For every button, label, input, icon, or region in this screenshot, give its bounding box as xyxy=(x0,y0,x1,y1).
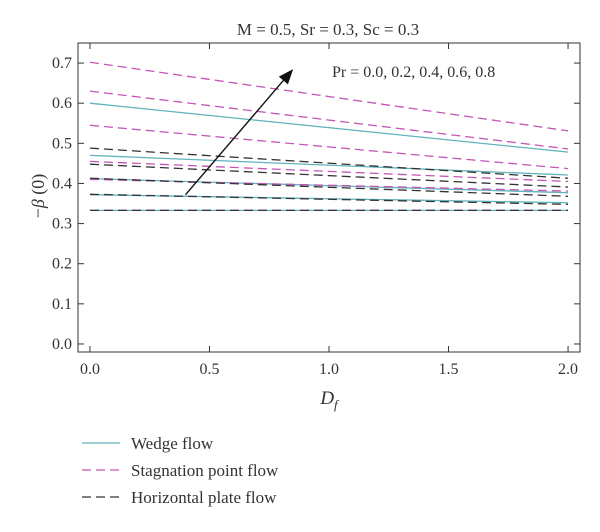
plot-frame xyxy=(77,42,581,353)
x-tick-label: 1.0 xyxy=(319,361,339,378)
y-tick-label: 0.1 xyxy=(52,296,72,313)
series-line-stagnation-point-flow-3 xyxy=(89,124,569,170)
x-axis-label-subscript: f xyxy=(334,397,340,412)
x-axis-label-main: D xyxy=(319,388,334,409)
legend-label: Wedge flow xyxy=(131,434,214,453)
series-line-wedge-flow-3 xyxy=(89,154,569,176)
y-axis-label-symbol: β xyxy=(28,199,48,209)
y-tick-label: 0.3 xyxy=(52,216,72,233)
chart-title: M = 0.5, Sr = 0.3, Sc = 0.3 xyxy=(237,20,419,39)
series-line-horizontal-plate-flow-1 xyxy=(89,193,569,205)
x-tick-label: 0.5 xyxy=(199,361,219,378)
x-tick-label: 2.0 xyxy=(558,361,578,378)
y-tick-label: 0.4 xyxy=(52,175,72,192)
y-axis-label-prefix: − xyxy=(28,208,48,218)
legend-label: Stagnation point flow xyxy=(131,461,279,480)
series-line-stagnation-point-flow-5 xyxy=(89,61,569,132)
legend-label: Horizontal plate flow xyxy=(131,488,277,507)
axis-ticks: 0.0 0.5 1.0 1.5 2.0 0.0 0.1 0.2 0.3 0.4 0.5 0.6 0.7 xyxy=(52,43,580,378)
annotation-arrow-head xyxy=(278,69,294,85)
series-line-stagnation-point-flow-1 xyxy=(89,178,569,192)
y-axis-label-suffix: (0) xyxy=(28,174,49,200)
x-tick-label: 1.5 xyxy=(439,361,459,378)
y-tick-label: 0.5 xyxy=(52,135,72,152)
legend: Wedge flow Stagnation point flow Horizonta… xyxy=(82,434,279,507)
series-line-stagnation-point-flow-4 xyxy=(89,90,569,150)
annotation-arrow-shaft xyxy=(185,80,284,196)
x-axis-label: Df xyxy=(319,388,340,412)
series-line-horizontal-plate-flow-4 xyxy=(89,147,569,179)
series-line-horizontal-plate-flow-3 xyxy=(89,163,569,188)
y-axis-label: −β (0) xyxy=(28,174,49,219)
series-lines xyxy=(89,61,569,211)
y-tick-label: 0.7 xyxy=(52,55,72,72)
y-tick-label: 0.6 xyxy=(52,95,72,112)
y-tick-label: 0.0 xyxy=(52,336,72,353)
x-tick-label: 0.0 xyxy=(80,361,100,378)
series-line-wedge-flow-4 xyxy=(89,102,569,153)
y-tick-label: 0.2 xyxy=(52,256,72,273)
annotation-label: Pr = 0.0, 0.2, 0.4, 0.6, 0.8 xyxy=(332,64,495,81)
series-line-horizontal-plate-flow-2 xyxy=(89,177,569,197)
series-line-stagnation-point-flow-2 xyxy=(89,160,569,183)
pr-annotation: Pr = 0.0, 0.2, 0.4, 0.6, 0.8 xyxy=(185,64,495,196)
